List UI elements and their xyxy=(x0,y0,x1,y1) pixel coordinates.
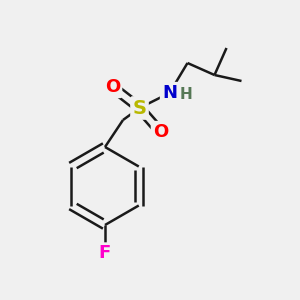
Text: O: O xyxy=(105,78,120,96)
Text: H: H xyxy=(180,87,192,102)
Text: N: N xyxy=(162,84,177,102)
Text: O: O xyxy=(153,123,168,141)
Text: F: F xyxy=(99,244,111,262)
Text: S: S xyxy=(133,98,146,118)
